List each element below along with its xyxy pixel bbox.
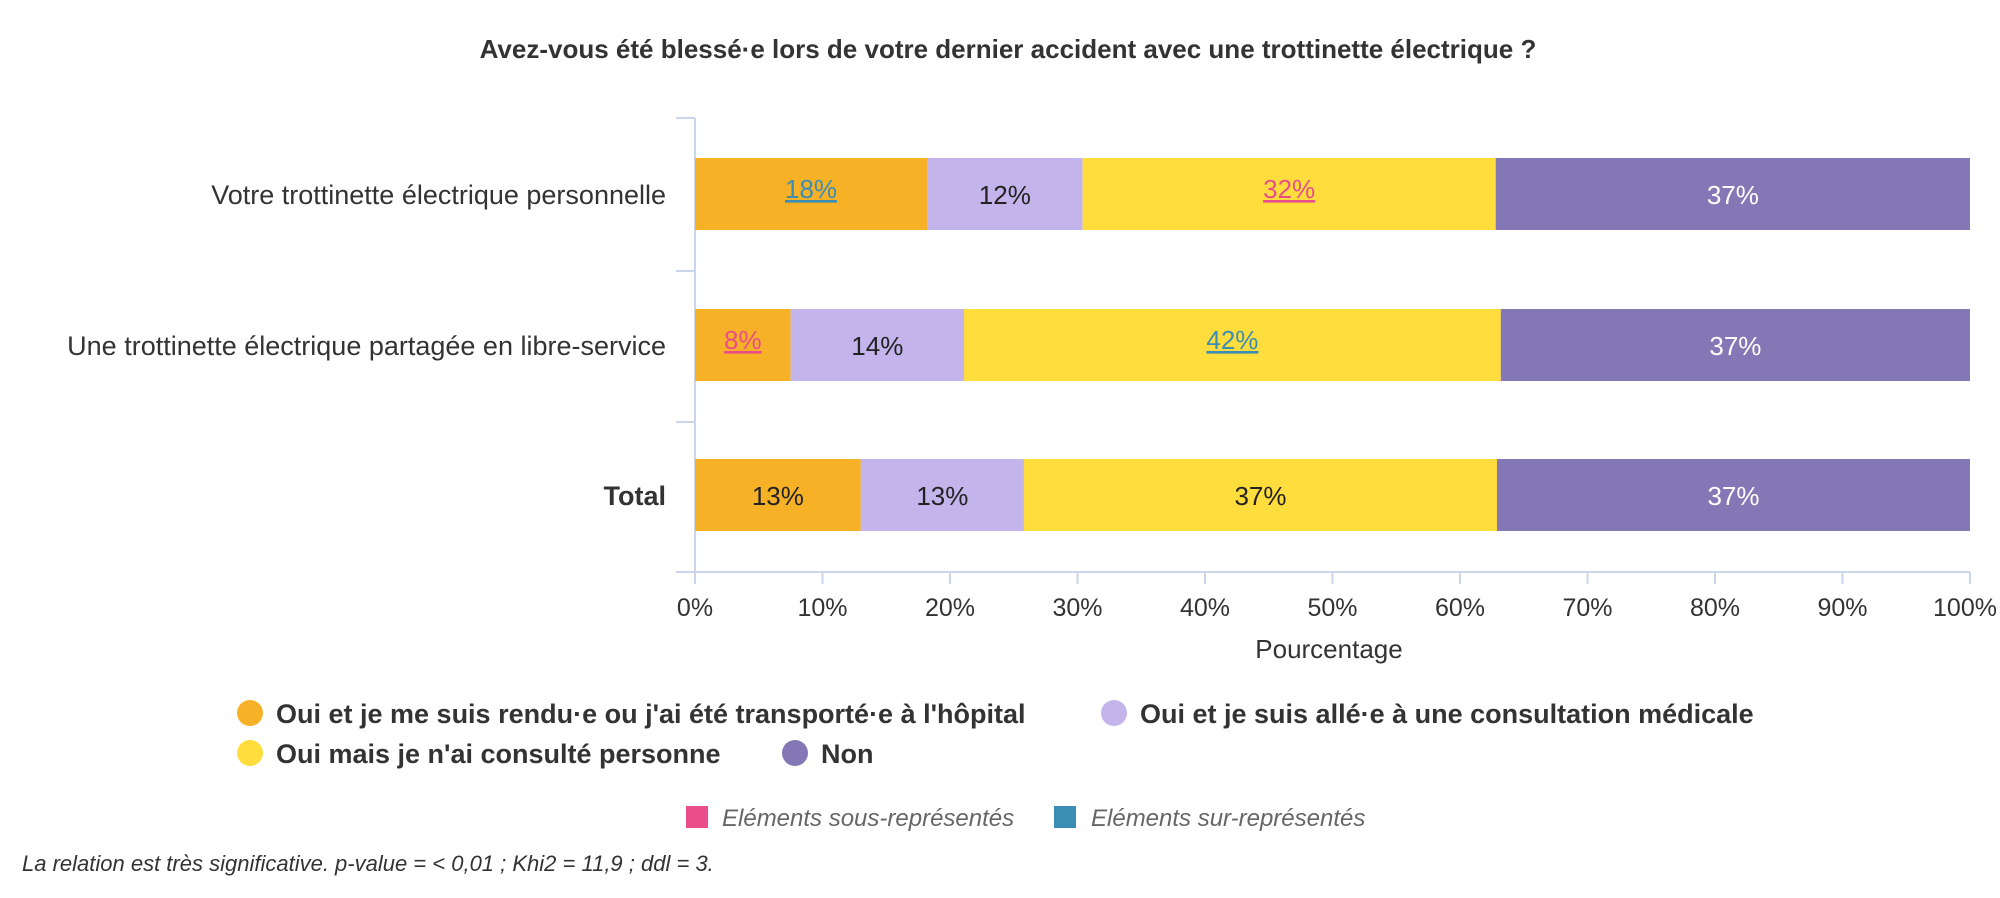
bar-1-0 <box>695 309 791 381</box>
x-axis: 0% 10% 20% 30% 40% 50% 60% 70% 80% 90% 100% <box>677 571 1997 622</box>
bar-label-0-3: 37% <box>1707 180 1759 210</box>
legend-label-0: Oui et je me suis rendu·e ou j'ai été tr… <box>276 699 1026 729</box>
bars: 18% 12% 32% 37% 8% 14% 42% 37% 13% 13% 37% 37% <box>695 158 1970 531</box>
category-label-2: Total <box>604 481 667 511</box>
x-axis-title: Pourcentage <box>1255 634 1402 664</box>
bar-1-3 <box>1500 309 1970 381</box>
legend-label-2: Oui mais je n'ai consulté personne <box>276 739 721 769</box>
bar-label-2-3: 37% <box>1707 481 1759 511</box>
bar-1-1 <box>790 309 965 381</box>
x-tick-label-4: 40% <box>1180 594 1230 622</box>
legend-swatch-3 <box>782 740 808 766</box>
legend-swatch-1 <box>1101 700 1127 726</box>
x-tick-label-1: 10% <box>797 594 847 622</box>
bar-0-0 <box>695 158 928 230</box>
category-axis: Votre trottinette électrique personnelle… <box>67 117 696 573</box>
bar-2-0 <box>695 459 861 531</box>
x-tick-label-0: 0% <box>677 594 713 622</box>
bar-label-2-0: 13% <box>752 481 804 511</box>
bar-label-0-2: 32% <box>1263 174 1315 204</box>
over-represented-label: Eléments sur-représentés <box>1091 805 1365 832</box>
under-represented-swatch <box>686 806 708 828</box>
legend-label-3: Non <box>821 739 873 769</box>
legend: Oui et je me suis rendu·e ou j'ai été tr… <box>237 699 1754 769</box>
x-tick-label-7: 70% <box>1562 594 1612 622</box>
bar-1-2 <box>964 309 1501 381</box>
bar-0-2 <box>1082 158 1496 230</box>
chart-title: Avez-vous été blessé·e lors de votre der… <box>480 34 1537 64</box>
under-represented-label: Eléments sous-représentés <box>722 805 1014 832</box>
x-tick-label-5: 50% <box>1307 594 1357 622</box>
legend-swatch-0 <box>237 700 263 726</box>
x-tick-label-2: 20% <box>925 594 975 622</box>
over-represented-swatch <box>1054 806 1076 828</box>
significance-legend: Eléments sous-représentés Eléments sur-r… <box>686 805 1365 832</box>
bar-label-2-1: 13% <box>916 481 968 511</box>
legend-label-1: Oui et je suis allé·e à une consultation… <box>1140 699 1754 729</box>
bar-label-0-0: 18% <box>785 174 837 204</box>
x-tick-label-6: 60% <box>1435 594 1485 622</box>
bar-0-1 <box>927 158 1083 230</box>
bar-label-1-3: 37% <box>1709 331 1761 361</box>
bar-2-2 <box>1023 459 1497 531</box>
bar-2-3 <box>1496 459 1970 531</box>
category-label-1: Une trottinette électrique partagée en l… <box>67 331 666 361</box>
x-tick-label-10: 100% <box>1933 594 1997 622</box>
bar-label-1-0: 8% <box>724 325 762 355</box>
bar-2-1 <box>860 459 1024 531</box>
bar-0-3 <box>1495 158 1970 230</box>
x-tick-label-3: 30% <box>1052 594 1102 622</box>
legend-swatch-2 <box>237 740 263 766</box>
bar-label-1-2: 42% <box>1206 325 1258 355</box>
category-label-0: Votre trottinette électrique personnelle <box>211 180 666 210</box>
footnote: La relation est très significative. p-va… <box>22 851 714 876</box>
bar-label-1-1: 14% <box>851 331 903 361</box>
bar-label-0-1: 12% <box>979 180 1031 210</box>
x-tick-label-8: 80% <box>1690 594 1740 622</box>
x-tick-label-9: 90% <box>1817 594 1867 622</box>
bar-label-2-2: 37% <box>1234 481 1286 511</box>
